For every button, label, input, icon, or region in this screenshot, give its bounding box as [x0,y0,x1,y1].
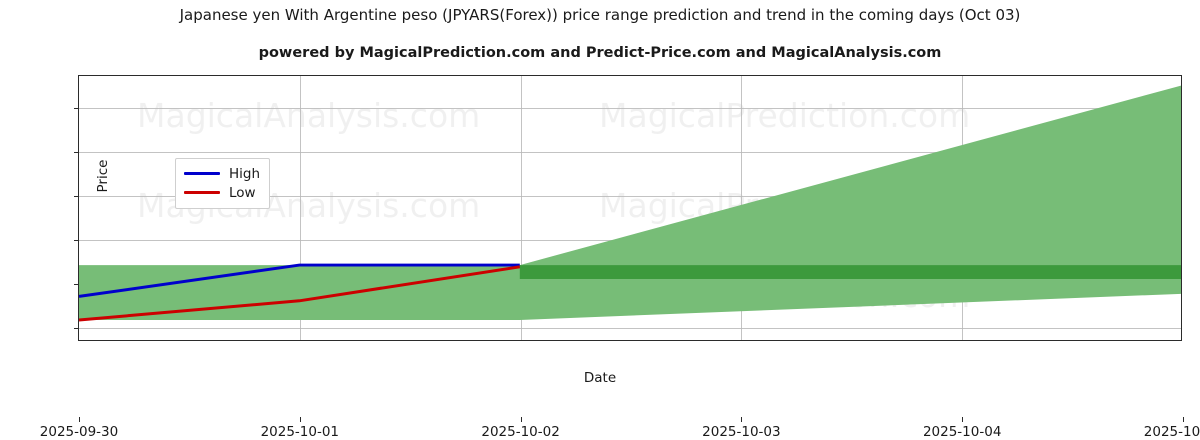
x-tick-label-2: 2025-10-02 [481,424,560,440]
x-tick-label-0: 2025-09-30 [39,424,119,440]
y-tick-mark-4 [74,152,79,154]
prediction-range-light [79,85,1181,320]
x-tick-label-4: 2025-10-04 [922,424,1002,440]
chart-title: Japanese yen With Argentine peso (JPYARS… [179,6,1021,24]
y-tick-mark-1 [74,284,79,286]
x-tick-mark-3 [741,417,743,422]
chart-legend[interactable]: High Low [175,158,271,209]
x-axis-label: Date [583,370,617,386]
x-tick-mark-2 [520,417,522,422]
gridline-horizontal-3 [79,196,1181,198]
gridline-vertical-2 [520,76,522,340]
band-layer [79,85,1181,320]
plot-area: MagicalAnalysis.com MagicalPrediction.com… [40,75,1200,440]
legend-label-high: High [229,165,261,182]
gridline-horizontal-4 [79,152,1181,154]
legend-item-high: High [184,164,260,183]
gridline-vertical-1 [299,76,301,340]
x-tick-mark-1 [299,417,301,422]
gridline-horizontal-5 [79,108,1181,110]
x-tick-mark-5 [1183,417,1184,422]
legend-label-low: Low [229,184,256,201]
prediction-range-dark [519,265,1181,280]
y-tick-mark-3 [74,196,79,198]
series-line-low [79,265,521,322]
gridline-horizontal-0 [79,327,1181,329]
chart-root: Japanese yen With Argentine peso (JPYARS… [40,6,1200,440]
x-tick-label-3: 2025-10-03 [702,424,781,440]
x-tick-mark-0 [79,417,80,422]
y-tick-mark-5 [74,108,79,110]
series-line-high [79,263,520,298]
chart-subtitle: powered by MagicalPrediction.com and Pre… [258,45,942,61]
y-tick-mark-2 [74,240,79,242]
x-tick-label-1: 2025-10-01 [260,424,340,440]
line-layer [79,263,521,322]
y-axis-label: Price [95,159,111,193]
y-tick-mark-0 [74,327,79,329]
legend-swatch-high [184,172,220,175]
x-tick-label-5: 2025-10-05 [1143,424,1200,440]
x-tick-mark-4 [962,417,964,422]
legend-item-low: Low [184,183,260,202]
legend-swatch-low [184,191,220,194]
